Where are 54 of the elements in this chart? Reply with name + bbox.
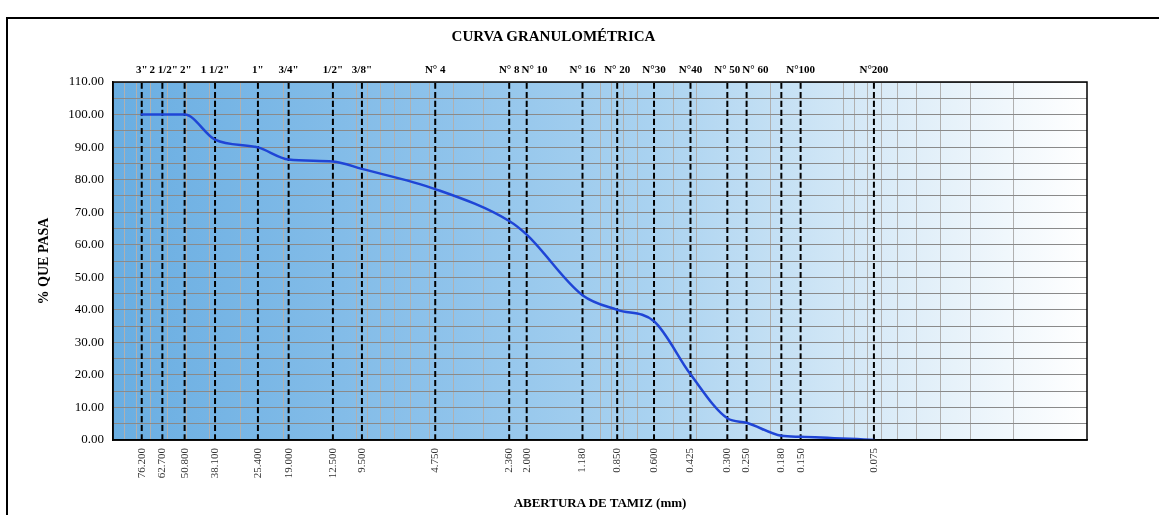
y-tick-label: 70.00 [74, 203, 104, 219]
annotation: 2" [179, 63, 192, 75]
x-tick-label: 0.150 [793, 447, 806, 473]
annotation: 3/8" [351, 63, 373, 75]
annotation: 1 1/2" [200, 63, 230, 75]
chart-title: CURVA GRANULOMÉTRICA [451, 27, 656, 44]
y-tick-label: 40.00 [74, 301, 104, 317]
x-tick-label: 0.075 [866, 447, 879, 473]
x-tick-label: 2.360 [502, 447, 515, 473]
annotation: 1/2" [322, 63, 343, 75]
annotation: N°200 [859, 63, 889, 75]
x-tick-label: 1.180 [575, 447, 588, 473]
annotation: 1" [252, 63, 264, 75]
x-tick-label: 2.000 [519, 447, 532, 473]
y-tick-label: 60.00 [74, 236, 104, 252]
annotation: N° 20 [604, 63, 631, 75]
x-tick-label: 76.200 [134, 447, 147, 479]
annotation: N° 16 [569, 63, 597, 75]
y-tick-label: 90.00 [74, 138, 104, 154]
annotation: 3/4" [278, 63, 299, 75]
x-tick-label: 50.800 [177, 447, 190, 479]
y-tick-label: 30.00 [74, 333, 104, 349]
annotation: 2 1/2" [149, 63, 178, 75]
annotation: N° 4 [424, 63, 447, 75]
x-tick-label: 12.500 [325, 447, 338, 479]
annotation: N°30 [642, 63, 667, 75]
x-tick-label: 0.180 [774, 447, 787, 473]
y-tick-label: 100.00 [68, 105, 104, 121]
annotation: N° 50 [714, 63, 741, 75]
annotation: N° 8 [498, 63, 520, 75]
y-tick-label: 20.00 [74, 366, 104, 382]
x-tick-label: 38.100 [207, 447, 220, 479]
x-tick-label: 0.600 [646, 447, 659, 473]
x-tick-label: 25.400 [250, 447, 263, 479]
annotation: N°100 [786, 63, 816, 75]
y-tick-label: 80.00 [74, 171, 104, 187]
x-tick-label: 4.750 [428, 447, 441, 473]
annotation: N°40 [678, 63, 703, 75]
y-axis-title: % QUE PASA [36, 216, 52, 305]
x-axis-title: ABERTURA DE TAMIZ (mm) [513, 494, 687, 510]
x-tick-label: 0.250 [739, 447, 752, 473]
y-tick-label: 0.00 [81, 431, 104, 447]
annotation: N° 60 [742, 63, 769, 75]
x-tick-label: 0.300 [720, 447, 733, 473]
x-tick-label: 62.700 [155, 447, 168, 479]
x-tick-label: 0.425 [683, 447, 696, 473]
x-tick-label: 9.500 [354, 447, 367, 473]
annotation: 3" [135, 63, 148, 75]
x-tick-label: 0.850 [610, 447, 623, 473]
x-tick-label: 19.000 [281, 447, 294, 479]
annotation: N° 10 [521, 63, 549, 75]
y-tick-label: 110.00 [68, 73, 104, 89]
y-tick-label: 10.00 [74, 398, 104, 414]
y-tick-label: 50.00 [74, 268, 104, 284]
